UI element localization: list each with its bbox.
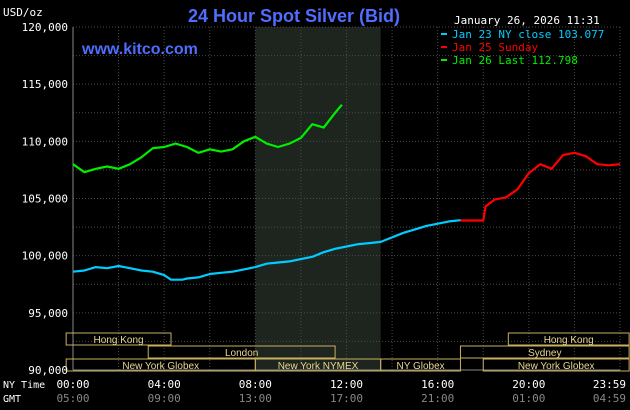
x-tick-label-gmt: 13:00 xyxy=(239,392,272,405)
session-label: New York Globex xyxy=(122,361,199,372)
session-label: London xyxy=(225,348,258,359)
session-box xyxy=(147,345,336,359)
y-axis-ticks: 120,000 115,000 110,000 105,000 100,000 95,00… xyxy=(22,21,68,377)
gmt-label: GMT xyxy=(3,394,21,405)
x-tick-label-gmt: 05:00 xyxy=(56,392,89,405)
session-label: New York Globex xyxy=(518,361,595,372)
legend-label: Jan 25 Sunday xyxy=(452,41,538,54)
session-box xyxy=(482,358,630,372)
y-tick-label: 105,000 xyxy=(22,193,68,206)
timestamp: January 26, 2026 11:31 xyxy=(454,14,600,27)
x-tick-label-ny: 00:00 xyxy=(56,378,89,391)
session-box xyxy=(507,332,630,346)
y-tick-label: 90,000 xyxy=(28,364,68,377)
session-label: New York NYMEX xyxy=(278,361,359,372)
y-tick-label: 120,000 xyxy=(22,21,68,34)
y-tick-label: 100,000 xyxy=(22,250,68,263)
x-tick-label-ny: 20:00 xyxy=(512,378,545,391)
legend-label: Jan 23 NY close 103.077 xyxy=(452,28,604,41)
x-tick-label-ny: 04:00 xyxy=(148,378,181,391)
website-label[interactable]: www.kitco.com xyxy=(81,41,198,58)
session-box xyxy=(459,345,630,359)
x-tick-label-ny: 12:00 xyxy=(330,378,363,391)
x-tick-label-ny: 16:00 xyxy=(421,378,454,391)
chart-title: 24 Hour Spot Silver (Bid) xyxy=(188,6,400,26)
x-tick-label-gmt: 17:00 xyxy=(330,392,363,405)
y-tick-label: 115,000 xyxy=(22,78,68,91)
x-tick-label-ny: 08:00 xyxy=(239,378,272,391)
grid xyxy=(72,26,621,371)
y-tick-label: 95,000 xyxy=(28,307,68,320)
market-sessions: Hong Kong London New York Globex New York N… xyxy=(65,332,630,372)
x-tick-label-gmt: 04:59 xyxy=(593,392,626,405)
ny-time-label: NY Time xyxy=(3,380,45,391)
series-line xyxy=(72,219,461,281)
legend-label: Jan 26 Last 112.798 xyxy=(452,54,578,67)
y-tick-label: 110,000 xyxy=(22,135,68,148)
x-tick-label-gmt: 01:00 xyxy=(512,392,545,405)
session-label: Hong Kong xyxy=(544,335,594,346)
session-label: Sydney xyxy=(528,348,561,359)
x-tick-label-ny: 23:59 xyxy=(593,378,626,391)
session-box xyxy=(65,332,172,346)
session-label: NY Globex xyxy=(396,361,444,372)
session-box xyxy=(380,358,461,372)
series-line xyxy=(72,103,343,174)
session-label: Hong Kong xyxy=(94,335,144,346)
unit-label: USD/oz xyxy=(3,6,43,19)
shaded-period xyxy=(255,27,381,370)
x-tick-label-gmt: 21:00 xyxy=(421,392,454,405)
series-line xyxy=(460,151,621,222)
series-lines xyxy=(72,103,621,281)
x-tick-label-gmt: 09:00 xyxy=(148,392,181,405)
